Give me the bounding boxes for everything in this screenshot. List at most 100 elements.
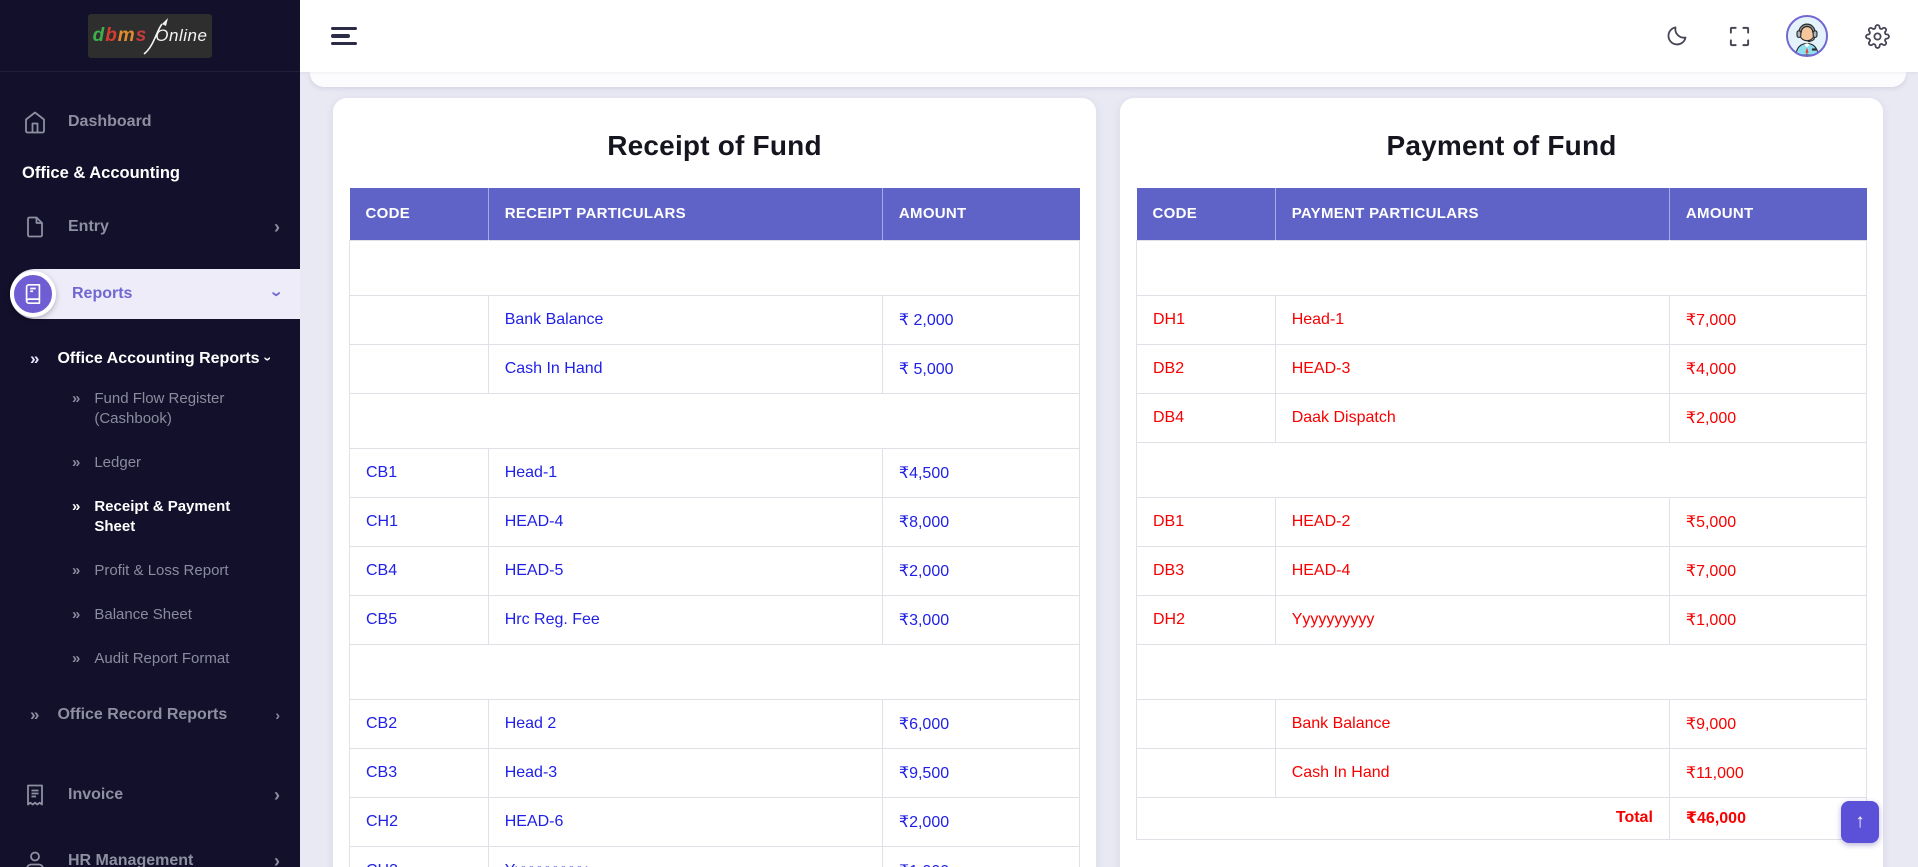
double-chevron-icon: » — [72, 390, 81, 407]
sidebar-item-receipt-payment-sheet[interactable]: » Receipt & Payment Sheet — [0, 497, 300, 537]
table-row: CB4 HEAD-5 ₹2,000 — [349, 545, 1081, 596]
sidebar-item-office-accounting-reports[interactable]: » Office Accounting Reports › — [0, 337, 300, 381]
table-row: Cash In Hand ₹ 5,000 — [349, 343, 1081, 394]
amount-cell: ₹2,000 — [881, 796, 1081, 847]
sidebar-item-label: HR Management — [68, 852, 194, 867]
sidebar-item-label: Reports — [72, 285, 133, 302]
section-label: Expenditure — [1453, 258, 1550, 276]
particulars-cell: Yyyyyyyyyy — [487, 845, 883, 867]
code-cell: CH1 — [349, 496, 489, 547]
particulars-cell: Hrc Reg. Fee — [487, 594, 883, 645]
column-header: AMOUNT — [1669, 188, 1867, 240]
sidebar-item-label: Invoice — [68, 786, 124, 803]
double-chevron-icon: » — [72, 454, 81, 471]
code-cell: CB4 — [349, 545, 489, 596]
double-chevron-icon: » — [72, 606, 81, 623]
column-header: CODE — [1136, 188, 1276, 240]
payment-card-title: Payment of Fund — [1386, 130, 1617, 161]
particulars-cell: Head-3 — [487, 747, 883, 798]
sidebar-item-balance-sheet[interactable]: » Balance Sheet — [0, 605, 300, 625]
amount-cell: ₹1,000 — [1668, 594, 1868, 645]
sidebar-item-ledger[interactable]: » Ledger — [0, 453, 300, 473]
code-cell: CB2 — [349, 698, 489, 749]
sub-item-label: Receipt & Payment Sheet — [94, 498, 231, 535]
dark-mode-moon-icon[interactable] — [1664, 23, 1690, 49]
code-cell — [1136, 698, 1276, 749]
column-header: AMOUNT — [882, 188, 1080, 240]
section-row: Opening Balance — [349, 239, 1080, 296]
app-logo: d b m s Online — [88, 13, 212, 58]
total-row: Total ₹46,000 — [1136, 796, 1868, 840]
user-avatar[interactable] — [1786, 15, 1828, 57]
table-row: CB1 Head-1 ₹4,500 — [349, 447, 1081, 498]
receipt-of-fund-card: Receipt of Fund CODE RECEIPT PARTICULARS A… — [333, 98, 1096, 867]
code-cell: DB1 — [1136, 496, 1276, 547]
particulars-cell: Cash In Hand — [1274, 747, 1670, 798]
sidebar-item-office-record-reports[interactable]: » Office Record Reports › — [0, 693, 300, 737]
amount-cell: ₹9,000 — [1668, 698, 1868, 749]
submenu-label: Office Accounting Reports — [57, 350, 260, 367]
code-cell: CH3 — [349, 845, 489, 867]
code-cell: DB2 — [1136, 343, 1276, 394]
double-chevron-icon: » — [72, 498, 81, 515]
section-label: Opening Balance — [647, 258, 782, 276]
sidebar-item-fund-flow-register[interactable]: » Fund Flow Register (Cashbook) — [0, 389, 300, 429]
sidebar-item-entry[interactable]: Entry › — [0, 203, 300, 251]
code-cell: DB3 — [1136, 545, 1276, 596]
table-row: DB4 Daak Dispatch ₹2,000 — [1136, 392, 1868, 443]
sidebar-item-dashboard[interactable]: Dashboard — [0, 98, 300, 146]
settings-gear-icon[interactable] — [1864, 23, 1890, 49]
table-row: DB1 HEAD-2 ₹5,000 — [1136, 496, 1868, 547]
column-header: CODE — [349, 188, 489, 240]
section-label: Income — [685, 411, 744, 429]
amount-cell: ₹ 2,000 — [881, 294, 1081, 345]
amount-cell: ₹8,000 — [881, 496, 1081, 547]
table-row: CH2 HEAD-6 ₹2,000 — [349, 796, 1081, 847]
logo-letter: s — [135, 24, 147, 46]
chevron-down-icon: › — [267, 291, 287, 297]
table-header-row: CODE RECEIPT PARTICULARS AMOUNT — [349, 188, 1080, 240]
sidebar-item-audit-report-format[interactable]: » Audit Report Format — [0, 649, 300, 669]
code-cell — [1136, 747, 1276, 798]
scroll-to-top-button[interactable]: ↑ — [1841, 801, 1879, 843]
table-row: Bank Balance ₹9,000 — [1136, 698, 1868, 749]
section-label: Liabilities — [676, 662, 753, 680]
table-header-row: CODE PAYMENT PARTICULARS AMOUNT — [1136, 188, 1867, 240]
table-row: Cash In Hand ₹11,000 — [1136, 747, 1868, 798]
double-chevron-icon: » — [72, 562, 81, 579]
section-label: Closing Balance — [1437, 662, 1566, 680]
sidebar-item-hr-management[interactable]: HR Management › — [0, 837, 300, 867]
sidebar-item-invoice[interactable]: Invoice › — [0, 771, 300, 819]
fullscreen-icon[interactable] — [1726, 23, 1752, 49]
code-cell: CB1 — [349, 447, 489, 498]
logo-letter: m — [117, 24, 135, 46]
double-chevron-icon: » — [30, 705, 40, 724]
amount-cell: ₹5,000 — [1668, 496, 1868, 547]
rocket-swoosh-icon — [140, 16, 170, 56]
chevron-right-icon: › — [275, 707, 280, 723]
sidebar: d b m s Online Dashboard Office & Accoun… — [0, 0, 300, 867]
hamburger-menu-icon[interactable] — [331, 27, 357, 45]
amount-cell: ₹6,000 — [881, 698, 1081, 749]
amount-cell: ₹4,000 — [1668, 343, 1868, 394]
chevron-right-icon: › — [274, 851, 280, 867]
logo-letter: b — [105, 24, 117, 46]
section-label: Assets — [1474, 460, 1529, 478]
table-row: DH1 Head-1 ₹7,000 — [1136, 294, 1868, 345]
code-cell: DH1 — [1136, 294, 1276, 345]
entry-file-icon — [22, 214, 48, 240]
scrolled-card-edge — [310, 72, 1906, 87]
sidebar-item-profit-loss-report[interactable]: » Profit & Loss Report — [0, 561, 300, 581]
code-cell — [349, 343, 489, 394]
sub-item-label: Audit Report Format — [94, 650, 230, 667]
person-icon — [22, 848, 48, 867]
table-row: DH2 Yyyyyyyyyy ₹1,000 — [1136, 594, 1868, 645]
particulars-cell: HEAD-4 — [487, 496, 883, 547]
particulars-cell: Head-1 — [1274, 294, 1670, 345]
sub-item-label: Fund Flow Register (Cashbook) — [94, 390, 225, 427]
amount-cell: ₹11,000 — [1668, 747, 1868, 798]
amount-cell: ₹4,500 — [881, 447, 1081, 498]
table-row: CH3Yyyyyyyyyy₹1,000 — [349, 845, 1081, 867]
sidebar-item-reports[interactable]: Reports › — [10, 269, 300, 319]
column-header: PAYMENT PARTICULARS — [1275, 188, 1670, 240]
